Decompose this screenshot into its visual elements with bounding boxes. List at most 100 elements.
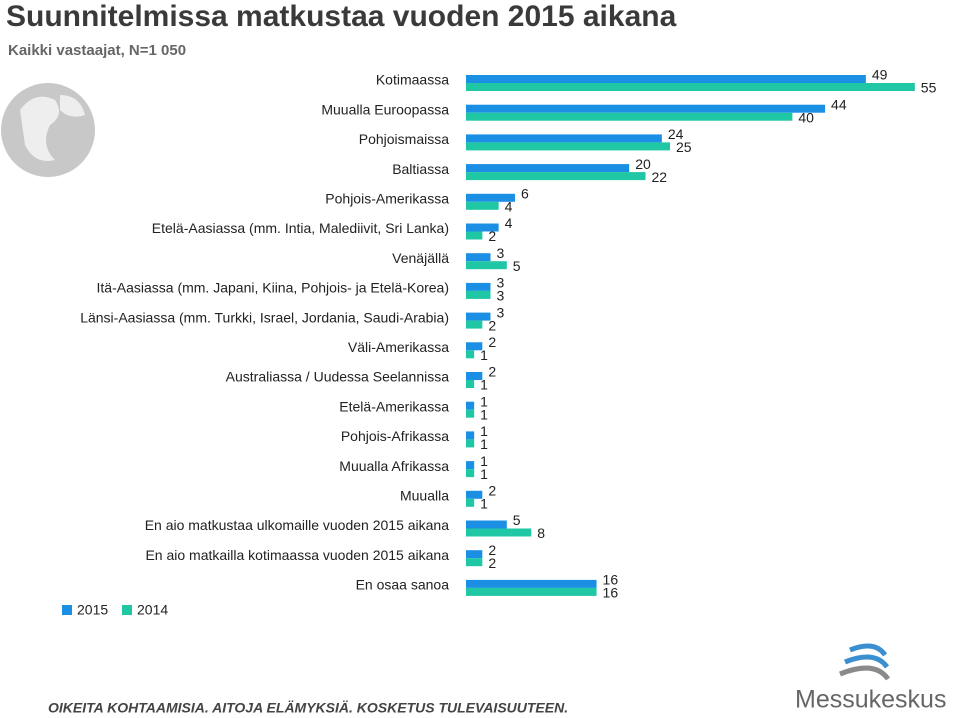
logo-icon bbox=[839, 643, 891, 681]
bar bbox=[466, 201, 499, 210]
category-label: Pohjois-Afrikassa bbox=[341, 428, 449, 444]
bar bbox=[466, 112, 793, 121]
bar bbox=[466, 223, 499, 232]
value-label: 55 bbox=[921, 80, 937, 96]
value-label: 2 bbox=[488, 542, 496, 558]
category-label: Australiassa / Uudessa Seelannissa bbox=[226, 369, 450, 385]
value-label: 49 bbox=[872, 67, 888, 83]
bar bbox=[466, 261, 507, 270]
bar bbox=[466, 409, 475, 418]
logo-text: Messukeskus bbox=[795, 686, 946, 714]
value-label: 1 bbox=[480, 393, 488, 409]
bar bbox=[466, 461, 475, 470]
bar bbox=[466, 75, 866, 83]
bar bbox=[466, 498, 475, 507]
bar bbox=[466, 439, 475, 448]
value-label: 40 bbox=[798, 109, 814, 125]
bar bbox=[466, 142, 670, 151]
value-label: 5 bbox=[513, 258, 521, 274]
bar bbox=[466, 520, 507, 529]
bar bbox=[466, 469, 475, 478]
category-label: Venäjällä bbox=[392, 250, 449, 266]
bar bbox=[466, 528, 532, 537]
category-label: Etelä-Aasiassa (mm. Intia, Malediivit, S… bbox=[152, 220, 449, 236]
bar bbox=[466, 312, 491, 321]
bar bbox=[466, 164, 630, 173]
bar bbox=[466, 104, 826, 113]
value-label: 25 bbox=[676, 139, 692, 155]
value-label: 8 bbox=[537, 525, 545, 541]
bar bbox=[466, 350, 475, 359]
category-label: Pohjoismaissa bbox=[359, 131, 449, 147]
value-label: 1 bbox=[480, 406, 488, 422]
bar bbox=[466, 253, 491, 262]
category-label: Etelä-Amerikassa bbox=[339, 398, 449, 414]
value-label: 22 bbox=[652, 169, 668, 185]
value-label: 1 bbox=[480, 466, 488, 482]
value-label: 1 bbox=[480, 423, 488, 439]
chart-title: Suunnitelmissa matkustaa vuoden 2015 aik… bbox=[6, 0, 677, 33]
category-label: Itä-Aasiassa (mm. Japani, Kiina, Pohjois… bbox=[97, 280, 449, 296]
bar bbox=[466, 231, 483, 240]
chart-subtitle: Kaikki vastaajat, N=1 050 bbox=[8, 42, 186, 59]
category-label: Länsi-Aasiassa (mm. Turkki, Israel, Jord… bbox=[80, 309, 449, 325]
value-label: 20 bbox=[635, 156, 651, 172]
globe-land bbox=[20, 95, 85, 161]
value-label: 4 bbox=[505, 215, 513, 231]
value-label: 24 bbox=[668, 126, 684, 142]
globe-icon bbox=[1, 83, 95, 177]
value-label: 2 bbox=[488, 334, 496, 350]
category-label: Muualla bbox=[400, 488, 449, 504]
legend-label: 2014 bbox=[137, 602, 168, 618]
bar bbox=[466, 579, 597, 588]
bar bbox=[466, 172, 646, 181]
bar bbox=[466, 290, 491, 299]
value-label: 3 bbox=[496, 275, 504, 291]
value-label: 1 bbox=[480, 453, 488, 469]
bar bbox=[466, 193, 515, 202]
bar bbox=[466, 342, 483, 351]
bar bbox=[466, 320, 483, 329]
value-label: 6 bbox=[521, 186, 529, 202]
bar bbox=[466, 83, 915, 91]
category-label: Baltiassa bbox=[392, 161, 449, 177]
bar bbox=[466, 380, 475, 388]
bar bbox=[466, 490, 483, 499]
category-label: En osaa sanoa bbox=[356, 577, 450, 593]
footer-slogan: OIKEITA KOHTAAMISIA. AITOJA ELÄMYKSIÄ. K… bbox=[48, 700, 568, 716]
value-label: 3 bbox=[496, 288, 504, 304]
bar bbox=[466, 558, 483, 567]
value-label: 2 bbox=[488, 228, 496, 244]
value-label: 3 bbox=[496, 304, 504, 320]
value-label: 2 bbox=[488, 317, 496, 333]
value-label: 1 bbox=[480, 496, 488, 512]
bar bbox=[466, 282, 491, 291]
bar bbox=[466, 550, 483, 559]
category-label: En aio matkustaa ulkomaille vuoden 2015 … bbox=[145, 517, 450, 533]
value-label: 1 bbox=[480, 436, 488, 452]
category-label: Muualla Euroopassa bbox=[321, 101, 449, 117]
category-label: Pohjois-Amerikassa bbox=[325, 191, 449, 207]
value-label: 2 bbox=[488, 364, 496, 380]
value-label: 5 bbox=[513, 512, 521, 528]
value-label: 1 bbox=[480, 347, 488, 363]
bar bbox=[466, 401, 475, 410]
category-label: Kotimaassa bbox=[376, 72, 449, 88]
category-label: Väli-Amerikassa bbox=[348, 339, 449, 355]
category-label: Muualla Afrikassa bbox=[339, 458, 449, 474]
bar bbox=[466, 134, 662, 143]
bar bbox=[466, 372, 483, 380]
legend-label: 2015 bbox=[77, 602, 108, 618]
value-label: 3 bbox=[496, 245, 504, 261]
value-label: 2 bbox=[488, 555, 496, 571]
value-label: 4 bbox=[505, 199, 513, 215]
bar bbox=[466, 431, 475, 440]
legend-swatch bbox=[62, 605, 72, 615]
value-label: 1 bbox=[480, 377, 488, 393]
legend-swatch bbox=[122, 605, 132, 615]
value-label: 2 bbox=[488, 483, 496, 499]
bar bbox=[466, 587, 597, 596]
value-label: 44 bbox=[831, 96, 847, 112]
value-label: 16 bbox=[603, 585, 619, 601]
value-label: 16 bbox=[603, 572, 619, 588]
